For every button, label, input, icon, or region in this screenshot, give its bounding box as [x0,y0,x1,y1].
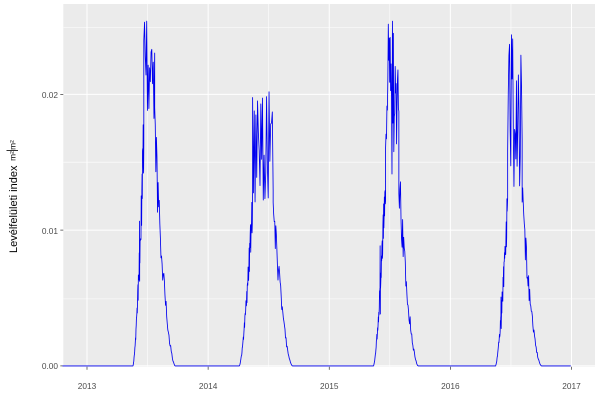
svg-text:Levélfelületi index: Levélfelületi index [8,165,20,253]
svg-text:m²: m² [7,140,17,150]
svg-text:m²: m² [7,151,17,161]
